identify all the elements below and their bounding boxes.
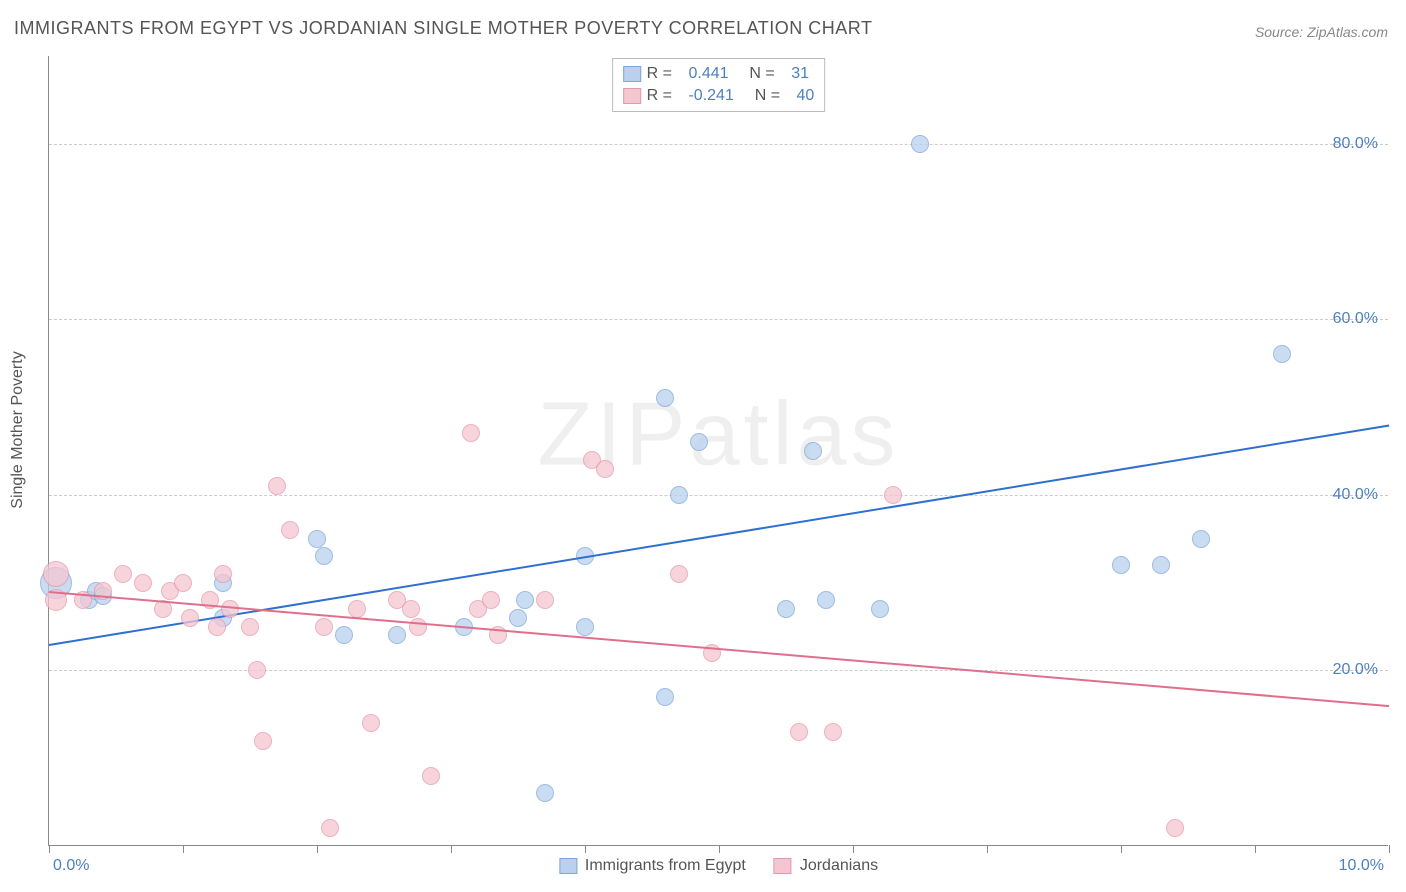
y-axis-label: Single Mother Poverty — [9, 351, 27, 508]
x-tick — [317, 845, 318, 853]
data-point-jordan — [174, 574, 192, 592]
data-point-jordan — [1166, 819, 1184, 837]
n-value-jordan: 40 — [797, 87, 815, 105]
trend-line-jordan — [49, 591, 1389, 707]
source-attribution: Source: ZipAtlas.com — [1255, 24, 1388, 40]
x-tick — [987, 845, 988, 853]
data-point-jordan — [134, 574, 152, 592]
data-point-jordan — [824, 723, 842, 741]
watermark: ZIPatlas — [537, 383, 899, 486]
data-point-egypt — [656, 688, 674, 706]
data-point-jordan — [790, 723, 808, 741]
data-point-jordan — [482, 591, 500, 609]
data-point-egypt — [670, 486, 688, 504]
data-point-jordan — [254, 732, 272, 750]
data-point-jordan — [409, 618, 427, 636]
n-value-egypt: 31 — [791, 65, 809, 83]
data-point-jordan — [43, 561, 69, 587]
data-point-egypt — [536, 784, 554, 802]
source-label: Source: — [1255, 24, 1303, 40]
r-value-egypt: 0.441 — [688, 65, 728, 83]
data-point-egypt — [576, 618, 594, 636]
legend-series: Immigrants from Egypt Jordanians — [559, 857, 878, 875]
data-point-jordan — [536, 591, 554, 609]
data-point-jordan — [181, 609, 199, 627]
n-label: N = — [755, 87, 780, 105]
trend-line-egypt — [49, 425, 1389, 646]
series-label-egypt: Immigrants from Egypt — [585, 857, 746, 875]
legend-item-jordan: Jordanians — [774, 857, 878, 875]
data-point-egypt — [509, 609, 527, 627]
x-tick-label: 0.0% — [53, 857, 89, 875]
data-point-jordan — [241, 618, 259, 636]
y-tick-label: 40.0% — [1333, 486, 1378, 504]
data-point-jordan — [214, 565, 232, 583]
data-point-egypt — [777, 600, 795, 618]
gridline-h — [49, 144, 1388, 145]
x-tick — [585, 845, 586, 853]
r-label: R = — [647, 87, 672, 105]
data-point-egypt — [817, 591, 835, 609]
data-point-egypt — [1273, 345, 1291, 363]
data-point-jordan — [248, 661, 266, 679]
data-point-jordan — [208, 618, 226, 636]
legend-stats-row-jordan: R = -0.241 N = 40 — [623, 85, 815, 107]
gridline-h — [49, 319, 1388, 320]
y-tick-label: 20.0% — [1333, 661, 1378, 679]
x-tick — [853, 845, 854, 853]
gridline-h — [49, 495, 1388, 496]
x-tick — [719, 845, 720, 853]
data-point-egypt — [335, 626, 353, 644]
data-point-egypt — [911, 135, 929, 153]
x-tick — [183, 845, 184, 853]
x-tick — [1121, 845, 1122, 853]
x-tick — [1255, 845, 1256, 853]
data-point-egypt — [1152, 556, 1170, 574]
series-label-jordan: Jordanians — [800, 857, 878, 875]
data-point-egypt — [1192, 530, 1210, 548]
swatch-jordan — [623, 88, 641, 104]
swatch-egypt — [559, 858, 577, 874]
data-point-jordan — [422, 767, 440, 785]
r-value-jordan: -0.241 — [688, 87, 733, 105]
data-point-jordan — [402, 600, 420, 618]
data-point-egypt — [308, 530, 326, 548]
data-point-jordan — [348, 600, 366, 618]
x-tick — [451, 845, 452, 853]
data-point-egypt — [315, 547, 333, 565]
source-value: ZipAtlas.com — [1307, 24, 1388, 40]
data-point-egypt — [656, 389, 674, 407]
data-point-jordan — [114, 565, 132, 583]
data-point-jordan — [884, 486, 902, 504]
data-point-egypt — [1112, 556, 1130, 574]
x-tick — [1389, 845, 1390, 853]
plot-area: ZIPatlas R = 0.441 N = 31 R = -0.241 N =… — [48, 56, 1388, 846]
legend-stats: R = 0.441 N = 31 R = -0.241 N = 40 — [612, 58, 826, 112]
data-point-jordan — [315, 618, 333, 636]
x-tick-label: 10.0% — [1339, 857, 1384, 875]
swatch-egypt — [623, 66, 641, 82]
data-point-egypt — [804, 442, 822, 460]
data-point-jordan — [268, 477, 286, 495]
data-point-jordan — [670, 565, 688, 583]
y-tick-label: 60.0% — [1333, 310, 1378, 328]
data-point-egypt — [516, 591, 534, 609]
data-point-egypt — [690, 433, 708, 451]
data-point-jordan — [321, 819, 339, 837]
legend-stats-row-egypt: R = 0.441 N = 31 — [623, 63, 815, 85]
data-point-jordan — [362, 714, 380, 732]
r-label: R = — [647, 65, 672, 83]
data-point-egypt — [388, 626, 406, 644]
n-label: N = — [749, 65, 774, 83]
data-point-egypt — [871, 600, 889, 618]
data-point-jordan — [596, 460, 614, 478]
legend-item-egypt: Immigrants from Egypt — [559, 857, 746, 875]
y-tick-label: 80.0% — [1333, 135, 1378, 153]
data-point-jordan — [281, 521, 299, 539]
swatch-jordan — [774, 858, 792, 874]
x-tick — [49, 845, 50, 853]
data-point-jordan — [462, 424, 480, 442]
chart-title: IMMIGRANTS FROM EGYPT VS JORDANIAN SINGL… — [14, 18, 872, 39]
